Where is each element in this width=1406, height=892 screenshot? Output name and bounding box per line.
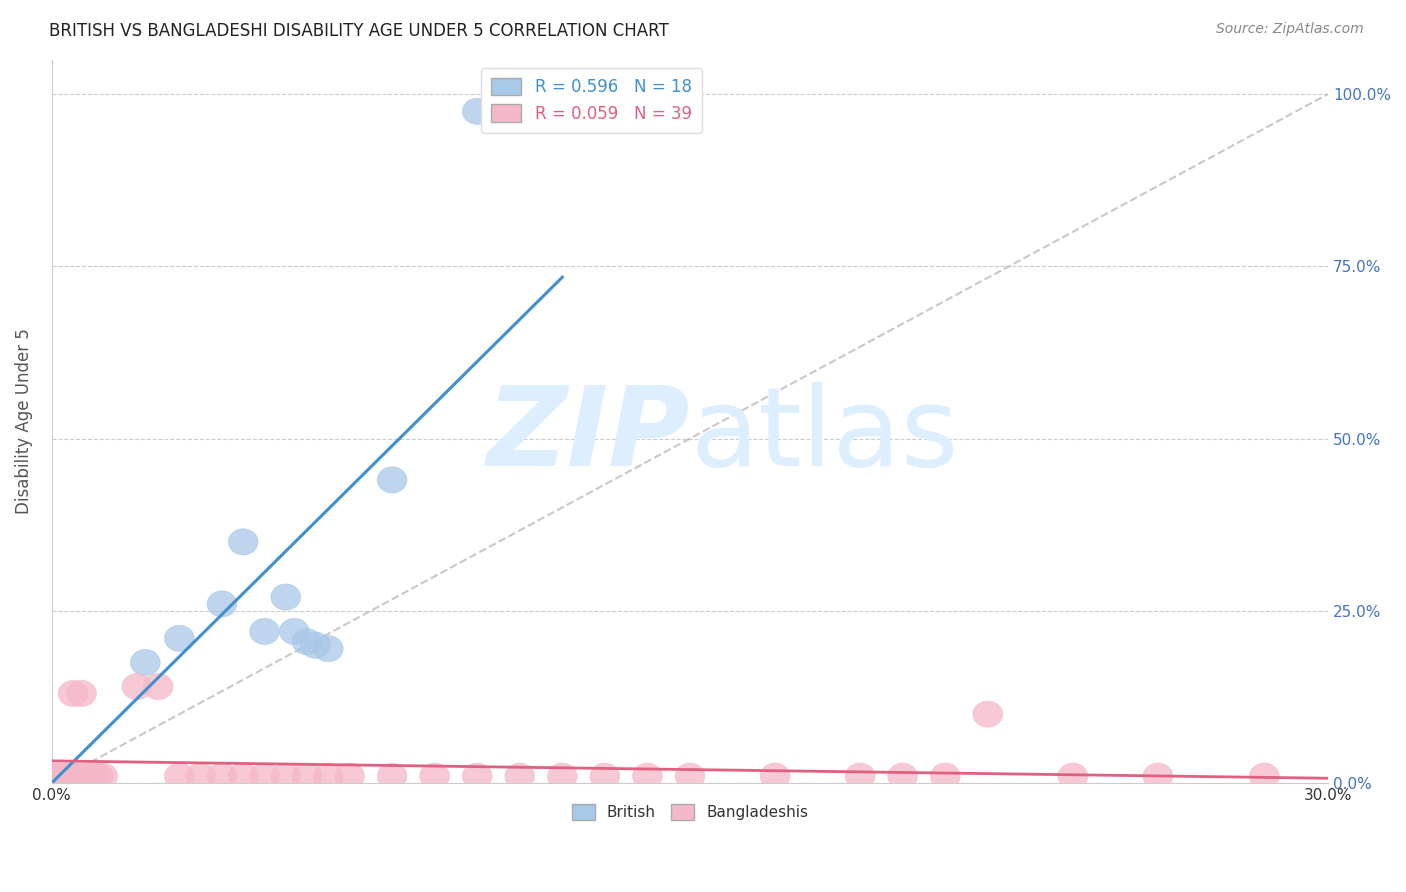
- Text: atlas: atlas: [690, 383, 959, 490]
- Text: Source: ZipAtlas.com: Source: ZipAtlas.com: [1216, 22, 1364, 37]
- Y-axis label: Disability Age Under 5: Disability Age Under 5: [15, 328, 32, 515]
- Legend: British, Bangladeshis: British, Bangladeshis: [565, 797, 814, 826]
- Text: BRITISH VS BANGLADESHI DISABILITY AGE UNDER 5 CORRELATION CHART: BRITISH VS BANGLADESHI DISABILITY AGE UN…: [49, 22, 669, 40]
- Text: ZIP: ZIP: [486, 383, 690, 490]
